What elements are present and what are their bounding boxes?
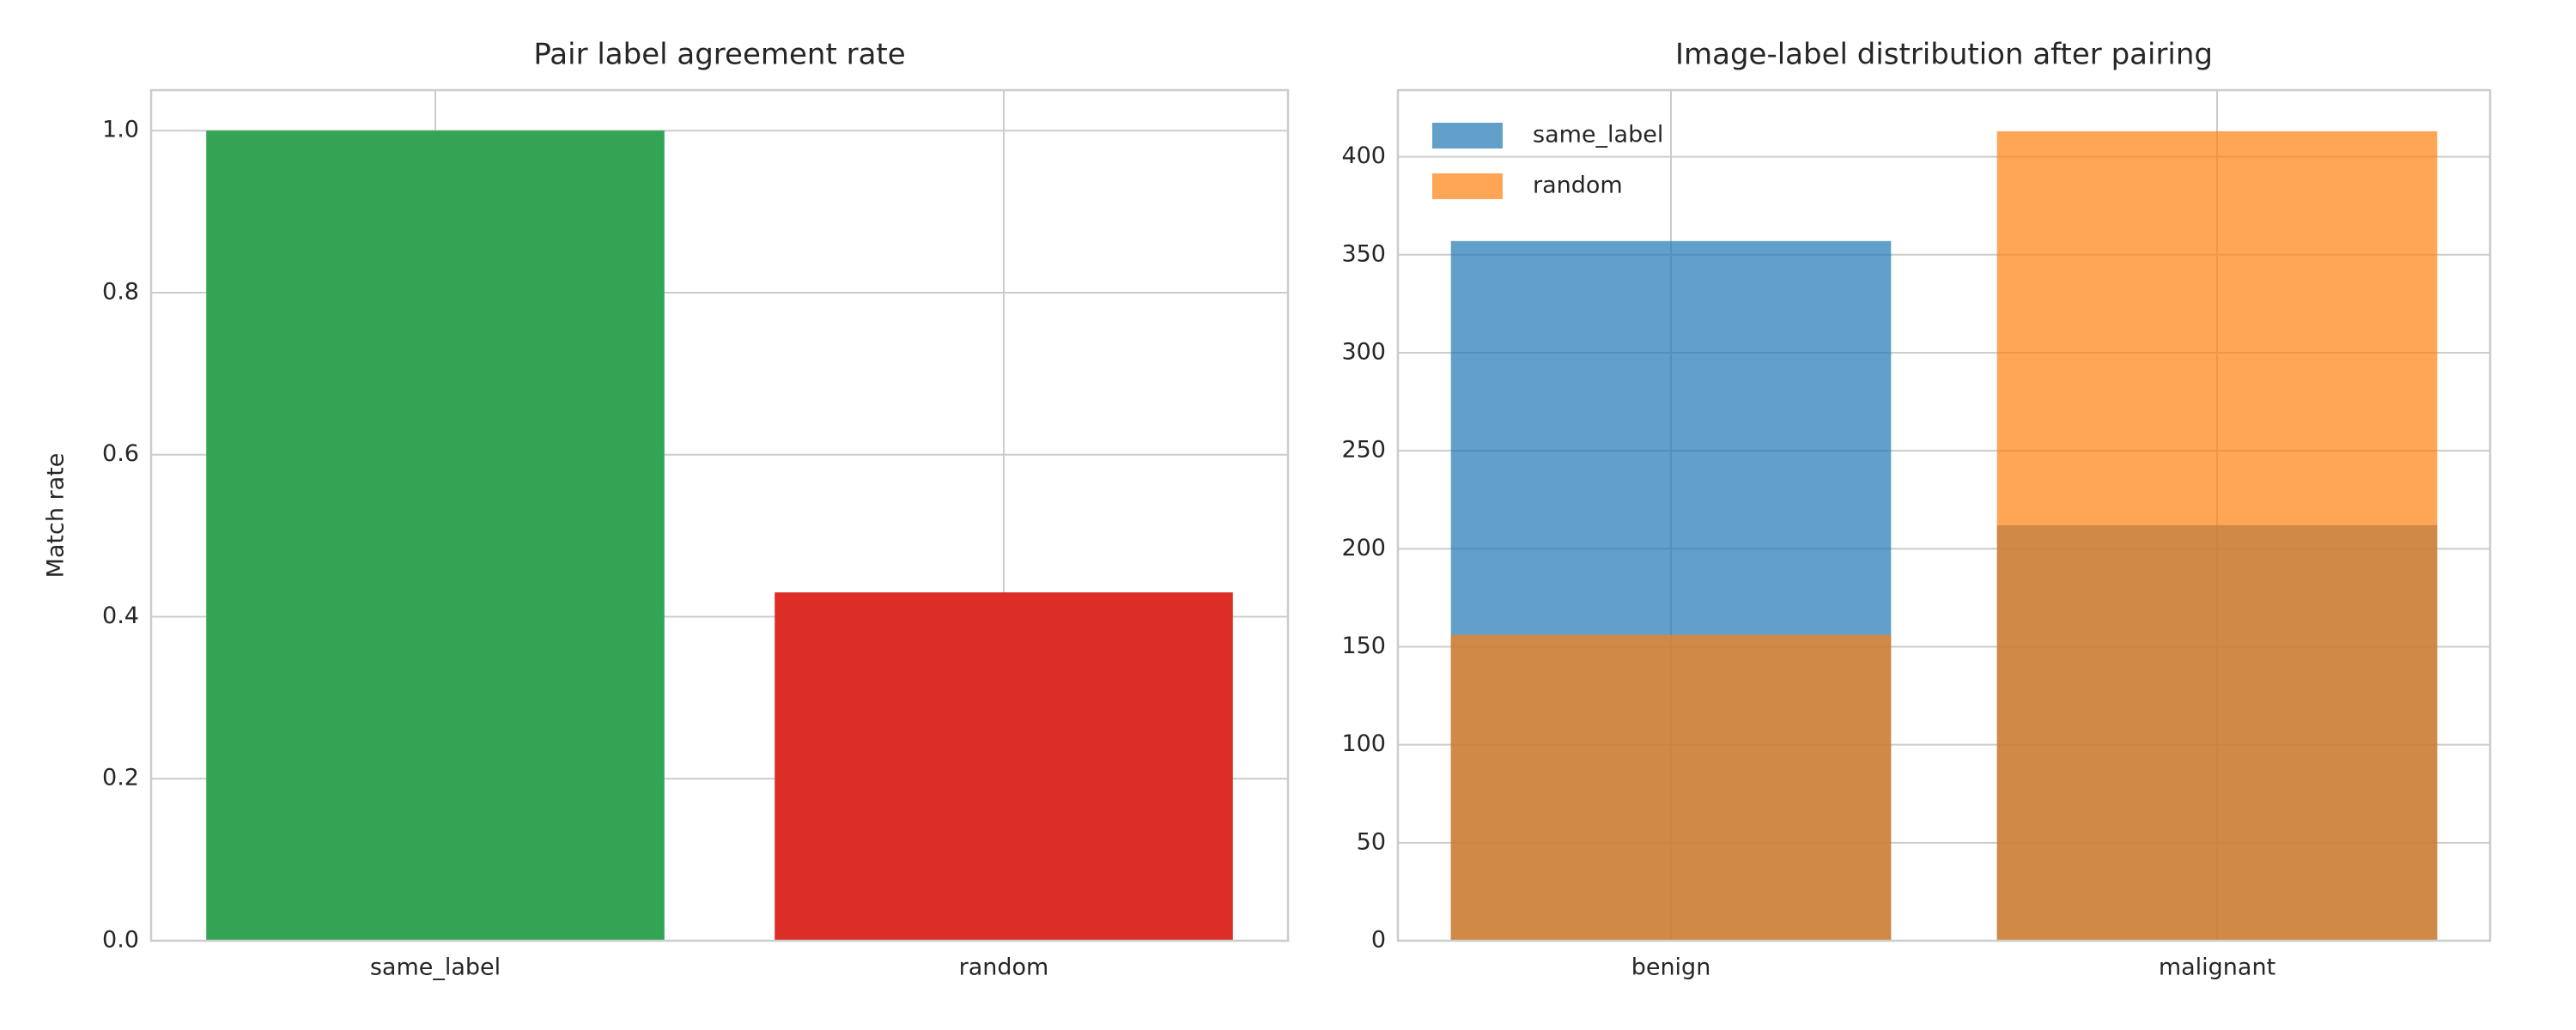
y-tick-label: 0.2 bbox=[102, 765, 139, 791]
legend-label: same_label bbox=[1533, 122, 1663, 148]
y-tick-label: 100 bbox=[1341, 730, 1386, 757]
x-tick-label: random bbox=[959, 954, 1049, 981]
axes-frame bbox=[1396, 88, 2492, 942]
y-tick-label: 0 bbox=[1371, 927, 1386, 954]
chart-title: Image-label distribution after pairing bbox=[1675, 38, 2213, 72]
bar bbox=[206, 130, 665, 941]
chart-title: Pair label agreement rate bbox=[533, 38, 905, 72]
y-tick-label: 200 bbox=[1341, 535, 1386, 561]
y-tick-label: 0.6 bbox=[102, 440, 139, 467]
y-tick-label: 400 bbox=[1341, 142, 1386, 169]
bar bbox=[775, 592, 1233, 941]
y-tick-label: 50 bbox=[1357, 828, 1386, 855]
y-tick-label: 0.0 bbox=[102, 927, 139, 954]
y-axis-label: Match rate bbox=[43, 453, 70, 579]
x-tick-label: malignant bbox=[2159, 954, 2275, 981]
y-tick-label: 300 bbox=[1341, 338, 1386, 365]
legend-label: random bbox=[1533, 173, 1623, 199]
bar bbox=[1996, 130, 2438, 942]
legend-swatch bbox=[1432, 123, 1503, 148]
x-tick-label: same_label bbox=[370, 954, 501, 981]
y-tick-label: 1.0 bbox=[102, 117, 139, 143]
bar bbox=[1450, 634, 1892, 941]
legend-swatch bbox=[1432, 173, 1503, 199]
y-tick-label: 150 bbox=[1341, 633, 1386, 659]
y-tick-label: 250 bbox=[1341, 437, 1386, 464]
y-tick-label: 350 bbox=[1341, 240, 1386, 267]
y-tick-label: 0.4 bbox=[102, 603, 139, 629]
axes-frame bbox=[149, 88, 1290, 942]
y-tick-label: 0.8 bbox=[102, 278, 139, 305]
x-tick-label: benign bbox=[1631, 954, 1711, 981]
